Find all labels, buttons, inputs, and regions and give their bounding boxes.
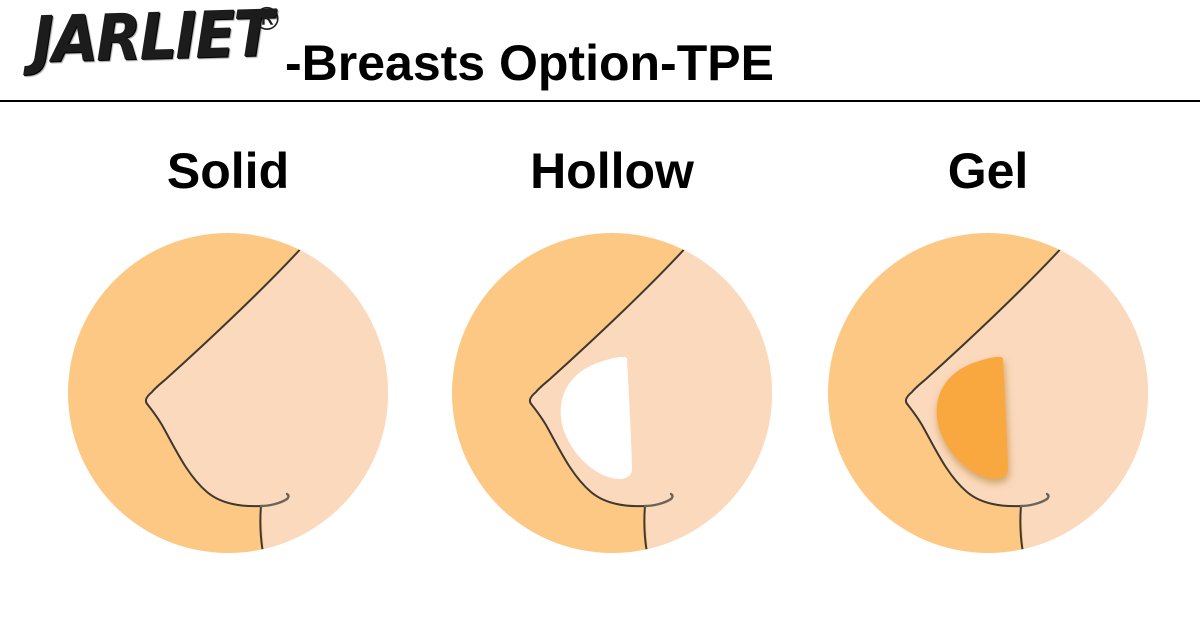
page-title: -Breasts Option-TPE	[285, 35, 774, 91]
option-label-gel: Gel	[947, 143, 1029, 199]
breast-outline	[144, 242, 307, 508]
registered-trademark-icon: ®	[251, 0, 283, 38]
header: JARLIET ® -Breasts Option-TPE	[0, 0, 1200, 100]
gel-insert-shape	[936, 356, 1009, 479]
brand-logo: JARLIET	[31, 0, 273, 78]
breast-outline	[904, 242, 1067, 508]
hollow-cavity-shape	[560, 356, 633, 479]
header-divider	[0, 100, 1200, 102]
underbreast-crease	[643, 492, 674, 508]
torso-line	[1019, 505, 1024, 553]
option-label-solid: Solid	[166, 143, 290, 199]
torso-line	[259, 505, 264, 553]
skin-body-shape	[145, 233, 388, 553]
option-label-hollow: Hollow	[530, 143, 694, 199]
breast-cross-section-gel	[828, 233, 1148, 553]
breast-outline	[528, 242, 691, 508]
torso-line	[643, 505, 648, 553]
underbreast-crease	[1019, 492, 1050, 508]
breast-cross-section-solid	[68, 233, 388, 553]
breast-cross-section-hollow	[452, 233, 772, 553]
underbreast-crease	[259, 492, 290, 508]
